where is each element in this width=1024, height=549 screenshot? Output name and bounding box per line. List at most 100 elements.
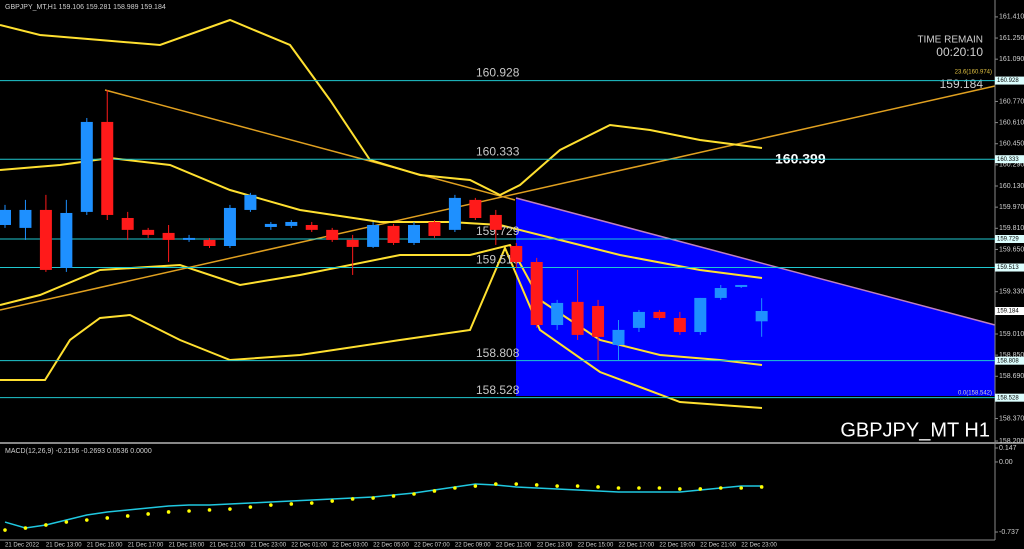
macd-signal-dot (575, 484, 580, 488)
candle-body (612, 329, 625, 345)
level-box (995, 356, 1024, 365)
macd-signal-dot (330, 499, 335, 503)
candle-body (632, 311, 645, 328)
level-box-label: 159.729 (997, 237, 1019, 243)
macd-signal-dot (125, 514, 130, 518)
candle-body (448, 197, 461, 230)
trend-line (0, 85, 996, 311)
band-upper (0, 18, 763, 197)
macd-signal-dot (432, 489, 437, 493)
macd-signal-dot (44, 523, 48, 527)
candle-body (305, 224, 318, 230)
macd-signal-dot (759, 485, 764, 489)
candle-body (244, 194, 257, 210)
candle-body (39, 209, 52, 270)
candle-body (121, 217, 134, 230)
macd-signal-dot (207, 508, 212, 512)
macd-signal-dot (248, 505, 253, 509)
x-tick-label: 22 Dec 15:00 (578, 543, 614, 549)
x-tick-label: 21 Dec 15:00 (87, 543, 123, 549)
level-box-label: 160.333 (997, 157, 1019, 163)
candle-body (203, 239, 216, 246)
macd-signal-dot (698, 487, 703, 491)
x-tick-label: 22 Dec 07:00 (414, 543, 450, 549)
y-tick-label: 159.650 (999, 246, 1024, 253)
candle-body (101, 121, 114, 215)
watermark: GBPJPY_MT H1 (840, 419, 990, 441)
candle-body (162, 232, 175, 240)
macd-signal-dot (494, 482, 498, 486)
candle-body (142, 229, 155, 235)
fib-edge (515, 197, 996, 326)
macd-signal-dot (453, 486, 457, 490)
y-tick-label: 159.010 (999, 331, 1024, 338)
y-tick-label: 158.370 (999, 415, 1024, 422)
level-label: 160.928 (476, 66, 520, 80)
y-tick-label: 161.090 (999, 56, 1024, 63)
y-tick-label: 161.250 (999, 35, 1024, 42)
candle-body (387, 225, 400, 243)
x-tick-label: 21 Dec 17:00 (128, 543, 164, 549)
x-tick-label: 21 Dec 2022 (5, 543, 40, 549)
level-label: 160.333 (476, 144, 520, 158)
level-box (995, 393, 1024, 402)
x-tick-label: 22 Dec 21:00 (700, 543, 736, 549)
level-label: 159.513 (476, 253, 520, 267)
candle-body (428, 221, 441, 236)
macd-signal-dot (350, 497, 355, 501)
macd-signal-dot (718, 486, 723, 490)
candle-body (183, 237, 196, 240)
level-box (995, 155, 1024, 164)
macd-signal-dot (309, 501, 314, 505)
candle-body (489, 214, 502, 230)
candle-body (264, 223, 277, 227)
x-tick-label: 22 Dec 03:00 (332, 543, 368, 549)
level-label: 158.528 (476, 383, 520, 397)
macd-signal-dot (657, 486, 662, 490)
level-box (995, 263, 1024, 272)
candle-body (510, 245, 523, 262)
candle-body (592, 305, 605, 337)
x-tick-label: 22 Dec 09:00 (455, 543, 491, 549)
y-tick-label: 160.290 (999, 162, 1024, 169)
y-tick-label: 158.200 (999, 438, 1024, 445)
macd-title: MACD(12,26,9) -0.2156 -0.2693 0.0536 0.0… (5, 448, 152, 455)
macd-signal-dot (187, 509, 191, 513)
bid-box-label: 159.184 (997, 309, 1019, 315)
y-tick-label: 160.770 (999, 98, 1024, 105)
x-tick-label: 22 Dec 17:00 (619, 543, 655, 549)
macd-signal-dot (391, 494, 396, 498)
x-tick-label: 22 Dec 05:00 (373, 543, 409, 549)
macd-signal-dot (514, 482, 519, 486)
macd-y-tick-label: 0.00 (999, 459, 1013, 466)
y-tick-label: 160.450 (999, 141, 1024, 148)
level-box-label: 159.513 (997, 265, 1019, 271)
candle-body (673, 318, 686, 333)
level-label: 158.808 (476, 346, 520, 360)
macd-signal-dot (146, 512, 150, 516)
candle-body (694, 297, 707, 333)
y-tick-label: 160.130 (999, 183, 1024, 190)
macd-line (4, 483, 762, 529)
macd-signal-dot (412, 492, 416, 496)
y-tick-label: 159.810 (999, 225, 1024, 232)
macd-y-tick-label: -0.737 (999, 529, 1019, 536)
macd-signal-dot (473, 484, 478, 488)
candle-body (408, 224, 420, 243)
candle-body (80, 121, 93, 212)
y-tick-label: 158.850 (999, 352, 1024, 359)
candle-body (60, 212, 73, 268)
y-tick-label: 159.970 (999, 204, 1024, 211)
level-label: 159.729 (476, 224, 520, 238)
timer-label: TIME REMAIN (917, 35, 983, 46)
y-tick-label: 160.610 (999, 119, 1024, 126)
fib-label: 23.6(160.974) (955, 70, 992, 76)
y-tick-label: 159.330 (999, 289, 1024, 296)
x-tick-label: 21 Dec 19:00 (169, 543, 205, 549)
candle-body (367, 224, 380, 247)
macd-signal-dot (534, 483, 539, 487)
macd-signal-dot (678, 487, 682, 491)
candle-body (326, 229, 339, 240)
candle-body (530, 261, 543, 326)
